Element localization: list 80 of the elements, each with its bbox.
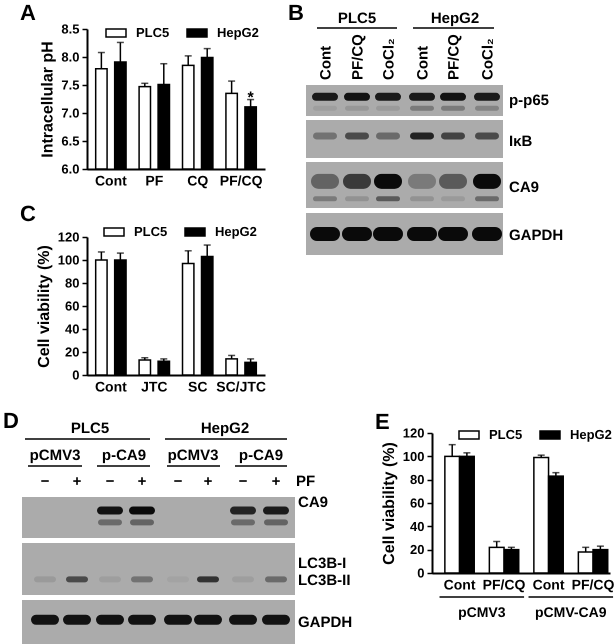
text: +	[72, 473, 82, 490]
x-tick-label: PF/CQ	[572, 576, 615, 592]
text: PF/CQ	[445, 34, 462, 80]
text: −	[238, 473, 248, 490]
text: D	[3, 408, 19, 433]
text: CA9	[509, 179, 540, 196]
legend-label: PLC5	[134, 224, 168, 239]
x-tick-label: PF/CQ	[482, 576, 526, 592]
text: Cont	[317, 46, 334, 80]
text: PLC5	[338, 10, 376, 27]
y-axis-title: Cell viability (%)	[380, 442, 398, 565]
y-tick-label: 8.0	[61, 50, 80, 64]
x-tick-label: Cont	[532, 576, 565, 592]
y-tick-label: 6.0	[61, 162, 80, 176]
legend-label: HepG2	[215, 224, 257, 239]
text: p-CA9	[238, 447, 284, 464]
y-tick-label: 6.5	[61, 134, 80, 148]
text: LC3B-II	[298, 572, 350, 589]
text: p-CA9	[102, 447, 146, 464]
y-axis-title: Cell viability (%)	[36, 245, 53, 368]
y-tick-label: 20	[410, 542, 424, 558]
y-tick-label: 7.5	[61, 78, 80, 92]
text: pCMV3	[458, 604, 506, 620]
text: CoCl₂	[380, 38, 398, 80]
x-tick-label: Cont	[94, 378, 128, 394]
y-tick-label: 120	[58, 230, 80, 244]
x-tick-label: Cont	[444, 576, 476, 592]
text: HepG2	[200, 420, 250, 437]
x-tick-label: Cont	[94, 172, 128, 188]
y-tick-label: 100	[402, 448, 424, 464]
y-tick-label: 0	[72, 368, 80, 382]
y-tick-label: 60	[410, 496, 424, 510]
text: CA9	[298, 494, 328, 511]
y-tick-label: 60	[65, 298, 80, 314]
chart-title: A	[20, 0, 36, 25]
y-tick-label: 100	[58, 252, 80, 268]
y-tick-label: 8.5	[61, 22, 80, 36]
text: pCMV-CA9	[535, 604, 607, 620]
legend-label: HepG2	[217, 25, 259, 40]
annotation: *	[248, 89, 255, 106]
y-tick-label: 120	[402, 426, 424, 440]
text: CoCl₂	[479, 38, 496, 80]
text: +	[272, 473, 281, 490]
text: IκB	[509, 133, 533, 150]
text: −	[40, 473, 50, 490]
text: +	[204, 473, 213, 490]
x-tick-label: CQ	[187, 172, 208, 188]
text: p-p65	[509, 92, 550, 109]
legend-label: PLC5	[136, 25, 170, 40]
y-tick-label: 0	[417, 566, 424, 580]
y-tick-label: 40	[410, 518, 424, 534]
x-tick-label: SC/JTC	[216, 378, 266, 394]
y-tick-label: 7.0	[61, 106, 80, 120]
text: GAPDH	[509, 227, 564, 244]
text: PF/CQ	[349, 34, 366, 80]
y-tick-label: 80	[410, 472, 424, 488]
text: LC3B-I	[298, 555, 346, 572]
text: Cont	[414, 46, 432, 80]
text: GAPDH	[298, 614, 352, 631]
x-tick-label: SC	[188, 378, 208, 394]
text: −	[174, 473, 183, 490]
legend-label: PLC5	[489, 427, 522, 442]
text: PLC5	[70, 420, 110, 437]
text: HepG2	[430, 10, 480, 27]
x-tick-label: PF/CQ	[220, 172, 263, 188]
text: −	[106, 473, 115, 490]
text: pCMV3	[168, 447, 218, 464]
y-tick-label: 80	[65, 276, 80, 290]
text: +	[138, 473, 147, 490]
y-tick-label: 40	[65, 322, 80, 336]
chart-title: C	[20, 201, 36, 226]
x-tick-label: JTC	[141, 378, 168, 394]
y-axis-title: Intracellular pH	[39, 41, 56, 158]
text: PF	[296, 473, 316, 490]
chart-title: E	[375, 409, 390, 434]
text: B	[288, 0, 304, 25]
text: pCMV3	[30, 447, 80, 464]
x-tick-label: PF	[145, 172, 164, 188]
legend-label: HepG2	[570, 427, 612, 442]
y-tick-label: 20	[65, 344, 80, 360]
